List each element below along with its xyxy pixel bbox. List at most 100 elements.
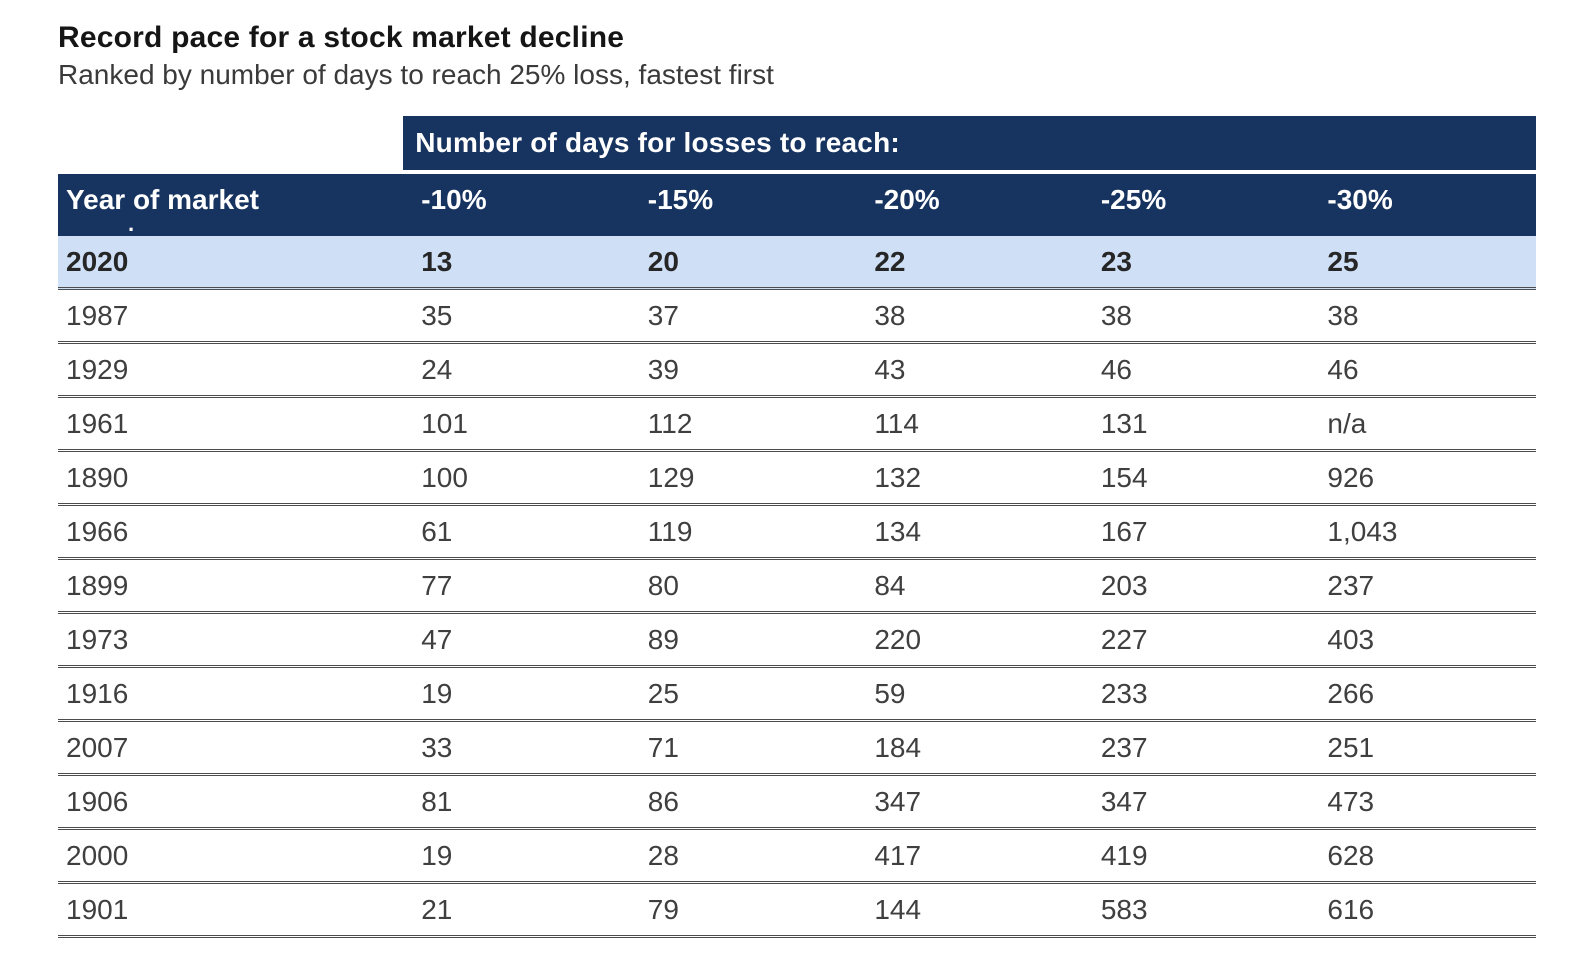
group-header-row: Number of days for losses to reach:: [58, 116, 1536, 174]
value-cell: 21: [403, 884, 630, 938]
value-cell: 131: [1082, 398, 1310, 452]
value-cell: 28: [629, 830, 857, 884]
value-cell: 37: [629, 290, 857, 344]
chart-subtitle: Ranked by number of days to reach 25% lo…: [58, 59, 774, 90]
table-row: 1987 35 37 38 38 38: [58, 290, 1536, 344]
value-cell: 38: [1309, 290, 1536, 344]
year-cell: 1901: [58, 884, 404, 938]
value-cell: 77: [403, 560, 630, 614]
column-header-year-sub: .: [128, 211, 135, 236]
value-cell: 132: [856, 452, 1083, 506]
value-cell: 119: [629, 506, 857, 560]
value-cell: 84: [856, 560, 1083, 614]
value-cell: 80: [629, 560, 857, 614]
year-cell: 1916: [58, 668, 404, 722]
value-cell: 167: [1082, 506, 1310, 560]
table-row: 1973 47 89 220 227 403: [58, 614, 1536, 668]
value-cell: 23: [1082, 236, 1310, 290]
value-cell: 25: [629, 668, 857, 722]
value-cell: 112: [629, 398, 857, 452]
year-cell: 1899: [58, 560, 404, 614]
value-cell: 61: [403, 506, 630, 560]
value-cell: 38: [1082, 290, 1310, 344]
value-cell: 39: [629, 344, 857, 398]
value-cell: 22: [856, 236, 1083, 290]
value-cell: 81: [403, 776, 630, 830]
year-cell: 1987: [58, 290, 404, 344]
value-cell: 19: [403, 668, 630, 722]
value-cell: 616: [1309, 884, 1536, 938]
value-cell: 89: [629, 614, 857, 668]
value-cell: 347: [1082, 776, 1310, 830]
value-cell: 1,043: [1309, 506, 1536, 560]
chart-title: Record pace for a stock market decline: [58, 21, 625, 54]
table-row: 2000 19 28 417 419 628: [58, 830, 1536, 884]
table-row: 1929 24 39 43 46 46: [58, 344, 1536, 398]
value-cell: 233: [1082, 668, 1310, 722]
value-cell: 46: [1082, 344, 1310, 398]
value-cell: 628: [1309, 830, 1536, 884]
column-header-20pct: -20%: [856, 174, 1083, 236]
year-cell: 1966: [58, 506, 404, 560]
table-row: 2020 13 20 22 23 25: [58, 236, 1536, 290]
chart-container: Record pace for a stock market decline R…: [58, 20, 1536, 938]
column-header-year-label: Year of market: [66, 184, 259, 215]
value-cell: 403: [1309, 614, 1536, 668]
value-cell: 25: [1309, 236, 1536, 290]
table-row: 1906 81 86 347 347 473: [58, 776, 1536, 830]
value-cell: 20: [629, 236, 857, 290]
column-header-30pct: -30%: [1309, 174, 1536, 236]
value-cell: 203: [1082, 560, 1310, 614]
value-cell: 101: [403, 398, 630, 452]
year-cell: 1890: [58, 452, 404, 506]
value-cell: 220: [856, 614, 1083, 668]
value-cell: 227: [1082, 614, 1310, 668]
value-cell: 38: [856, 290, 1083, 344]
value-cell: 237: [1082, 722, 1310, 776]
table-row: 2007 33 71 184 237 251: [58, 722, 1536, 776]
value-cell: 134: [856, 506, 1083, 560]
value-cell: n/a: [1309, 398, 1536, 452]
value-cell: 237: [1309, 560, 1536, 614]
value-cell: 473: [1309, 776, 1536, 830]
decline-table: Number of days for losses to reach: Year…: [58, 116, 1536, 938]
value-cell: 59: [856, 668, 1083, 722]
value-cell: 129: [629, 452, 857, 506]
table-body: 2020 13 20 22 23 25 1987 35 37 38 38 38 1929 24 39 43 46…: [58, 236, 1536, 938]
value-cell: 33: [403, 722, 630, 776]
column-header-row: Year of market . -10% -15% -20% -25% -30…: [58, 174, 1536, 236]
value-cell: 47: [403, 614, 630, 668]
year-cell: 2000: [58, 830, 404, 884]
value-cell: 35: [403, 290, 630, 344]
column-header-25pct: -25%: [1082, 174, 1310, 236]
value-cell: 583: [1082, 884, 1310, 938]
value-cell: 19: [403, 830, 630, 884]
value-cell: 266: [1309, 668, 1536, 722]
value-cell: 926: [1309, 452, 1536, 506]
year-cell: 2020: [58, 236, 404, 290]
value-cell: 24: [403, 344, 630, 398]
table-row: 1901 21 79 144 583 616: [58, 884, 1536, 938]
column-header-year: Year of market .: [58, 174, 404, 236]
value-cell: 46: [1309, 344, 1536, 398]
year-cell: 1906: [58, 776, 404, 830]
value-cell: 13: [403, 236, 630, 290]
value-cell: 79: [629, 884, 857, 938]
value-cell: 100: [403, 452, 630, 506]
value-cell: 419: [1082, 830, 1310, 884]
value-cell: 43: [856, 344, 1083, 398]
group-header: Number of days for losses to reach:: [403, 116, 1536, 174]
value-cell: 86: [629, 776, 857, 830]
column-header-10pct: -10%: [403, 174, 630, 236]
table-row: 1899 77 80 84 203 237: [58, 560, 1536, 614]
value-cell: 251: [1309, 722, 1536, 776]
table-row: 1890 100 129 132 154 926: [58, 452, 1536, 506]
value-cell: 347: [856, 776, 1083, 830]
table-row: 1966 61 119 134 167 1,043: [58, 506, 1536, 560]
group-header-spacer: [58, 116, 404, 174]
column-header-15pct: -15%: [629, 174, 857, 236]
year-cell: 2007: [58, 722, 404, 776]
table-row: 1961 101 112 114 131 n/a: [58, 398, 1536, 452]
value-cell: 154: [1082, 452, 1310, 506]
